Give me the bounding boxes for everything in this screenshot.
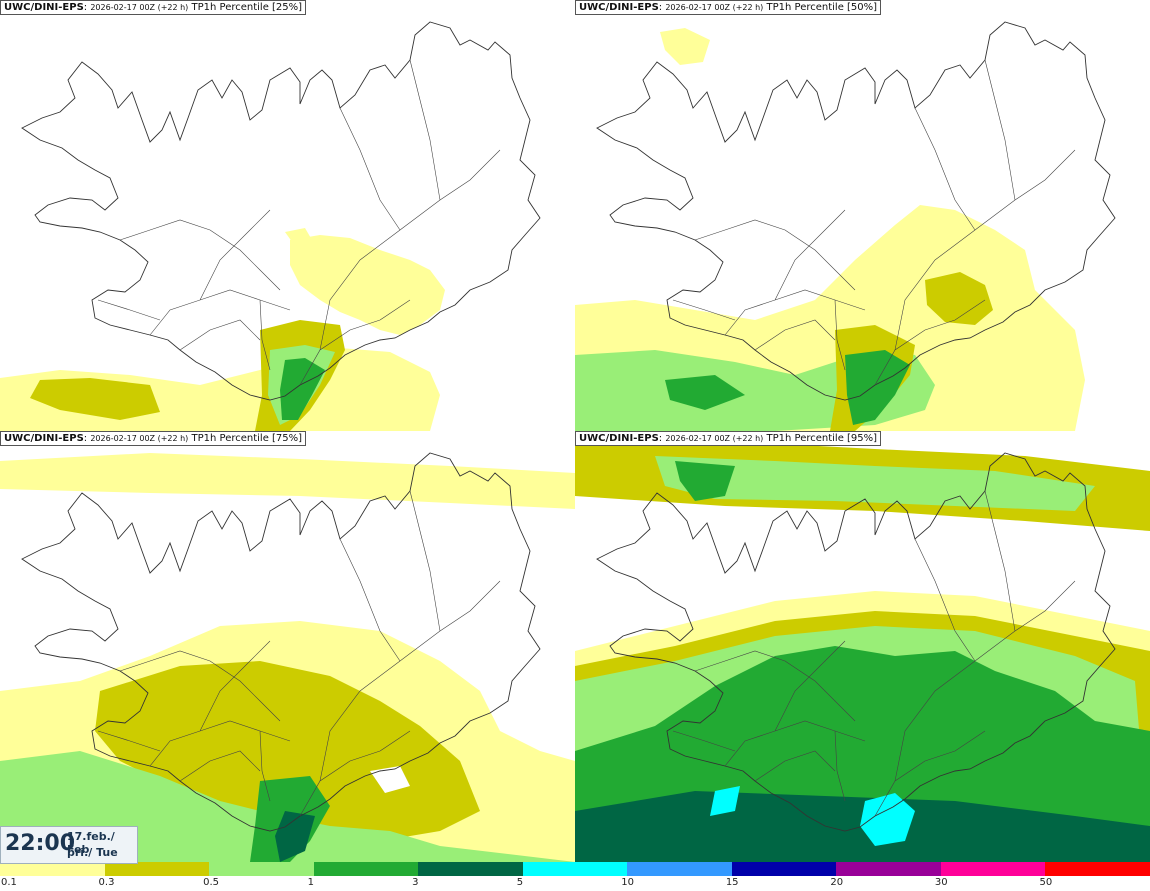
- colorbar-segment: [1045, 862, 1150, 876]
- colorbar-tick-label: 10: [621, 877, 634, 888]
- model-name: UWC/DINI-EPS: [4, 2, 84, 13]
- map-panel-p25: UWC/DINI-EPS: 2026-02-17 00Z (+22 h) TP1…: [0, 0, 575, 431]
- valid-time: 22:00: [5, 831, 76, 856]
- precip-map-p75: [0, 452, 575, 862]
- run-info: 2026-02-17 00Z (+22 h): [665, 3, 764, 12]
- colorbar-tick-label: 20: [830, 877, 844, 888]
- colorbar-tick-label: 0.1: [1, 877, 17, 888]
- colorbar-segment: [418, 862, 523, 876]
- colorbar-tick-label: 3: [412, 877, 419, 888]
- colorbar-segment: [522, 862, 628, 876]
- valid-date-line1: 17.feb./ Feb: [67, 830, 115, 856]
- map-panel-p95: UWC/DINI-EPS: 2026-02-17 00Z (+22 h) TP1…: [575, 431, 1150, 862]
- colorbar-tick-label: 5: [516, 877, 524, 888]
- colorbar-tick-label: 0.5: [203, 877, 219, 888]
- colorbar-segment: [313, 862, 419, 876]
- colorbar-tick-label: 0.3: [98, 877, 115, 888]
- colorbar-tick-label: 15: [725, 877, 739, 888]
- colorbar-segment: [731, 862, 837, 876]
- run-info: 2026-02-17 00Z (+22 h): [90, 3, 189, 12]
- colorbar-segment: [0, 862, 105, 876]
- precip-map-p50: [575, 21, 1116, 431]
- panel-title-p25: UWC/DINI-EPS: 2026-02-17 00Z (+22 h) TP1…: [0, 0, 307, 15]
- field-name: TP1h Percentile [50%]: [766, 2, 878, 13]
- colorbar-labels: 0.1 0.3 0.5 1 3 5 10 15 20 30 50: [0, 876, 1150, 891]
- panel-title-p95: UWC/DINI-EPS: 2026-02-17 00Z (+22 h) TP1…: [575, 431, 882, 446]
- precip-map-p95: [575, 441, 1150, 862]
- map-panel-p75: UWC/DINI-EPS: 2026-02-17 00Z (+22 h) TP1…: [0, 431, 575, 862]
- colorbar-segment: [627, 862, 732, 876]
- field-name: TP1h Percentile [75%]: [191, 433, 303, 444]
- model-name: UWC/DINI-EPS: [579, 433, 659, 444]
- colorbar-segment: [940, 862, 1046, 876]
- colorbar-segment: [104, 862, 210, 876]
- colorbar-segment: [836, 862, 941, 876]
- colorbar-tick-label: 30: [934, 877, 948, 888]
- colorbar-tick-label: 50: [1039, 877, 1053, 888]
- colorbar: [0, 862, 1150, 876]
- field-name: TP1h Percentile [95%]: [766, 433, 878, 444]
- precip-map-p25: [0, 21, 541, 431]
- valid-date-line2: þri./ Tue: [67, 846, 118, 859]
- run-info: 2026-02-17 00Z (+22 h): [90, 434, 189, 443]
- colorbar-tick-label: 1: [307, 877, 314, 888]
- model-name: UWC/DINI-EPS: [579, 2, 659, 13]
- map-panel-p50: UWC/DINI-EPS: 2026-02-17 00Z (+22 h) TP1…: [575, 0, 1150, 431]
- panel-title-p50: UWC/DINI-EPS: 2026-02-17 00Z (+22 h) TP1…: [575, 0, 882, 15]
- valid-time-box: 22:00 17.feb./ Feb þri./ Tue: [0, 826, 138, 864]
- panel-title-p75: UWC/DINI-EPS: 2026-02-17 00Z (+22 h) TP1…: [0, 431, 307, 446]
- run-info: 2026-02-17 00Z (+22 h): [665, 434, 764, 443]
- colorbar-segment: [209, 862, 314, 876]
- field-name: TP1h Percentile [25%]: [191, 2, 303, 13]
- model-name: UWC/DINI-EPS: [4, 433, 84, 444]
